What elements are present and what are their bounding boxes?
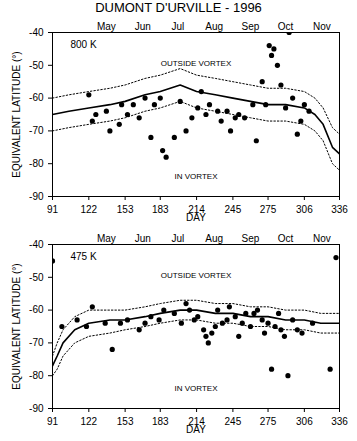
svg-text:-90: -90 [29,403,44,414]
svg-text:OUTSIDE VORTEX: OUTSIDE VORTEX [161,271,232,280]
svg-text:Nov: Nov [313,233,331,244]
svg-text:May: May [97,233,116,244]
svg-text:Nov: Nov [313,21,331,32]
svg-text:-80: -80 [29,158,44,169]
svg-text:DAY: DAY [186,424,206,435]
svg-text:-50: -50 [29,272,44,283]
svg-text:IN VORTEX: IN VORTEX [175,384,219,393]
svg-text:183: 183 [152,416,169,427]
svg-text:Sep: Sep [242,233,260,244]
svg-text:Oct: Oct [278,233,294,244]
svg-text:OUTSIDE VORTEX: OUTSIDE VORTEX [161,59,232,68]
svg-text:IN VORTEX: IN VORTEX [175,172,219,181]
svg-text:-50: -50 [29,60,44,71]
svg-text:245: 245 [225,416,242,427]
svg-text:306: 306 [296,204,313,215]
svg-text:306: 306 [296,416,313,427]
svg-text:245: 245 [225,204,242,215]
svg-text:Jun: Jun [135,233,151,244]
svg-text:-90: -90 [29,191,44,202]
svg-text:-40: -40 [29,239,44,250]
svg-text:336: 336 [331,416,348,427]
svg-text:Aug: Aug [205,233,223,244]
svg-text:DAY: DAY [186,212,206,223]
svg-text:122: 122 [80,204,97,215]
svg-text:91: 91 [47,416,59,427]
svg-text:800 K: 800 K [71,39,97,50]
svg-text:EQUIVALENT LATITUDE (°): EQUIVALENT LATITUDE (°) [11,51,22,177]
svg-text:-70: -70 [29,337,44,348]
svg-text:153: 153 [117,204,134,215]
svg-text:214: 214 [188,415,205,427]
svg-text:275: 275 [260,204,277,215]
svg-text:275: 275 [260,416,277,427]
svg-text:91: 91 [47,204,59,215]
svg-text:Sep: Sep [242,21,260,32]
html-text:DUMONT D'URVILLE - 1996: DUMONT D'URVILLE - 1996 [95,0,262,15]
svg-text:-80: -80 [29,370,44,381]
svg-text:475 K: 475 K [71,251,97,262]
svg-text:153: 153 [117,416,134,427]
svg-text:Jul: Jul [171,233,184,244]
svg-text:Jul: Jul [171,21,184,32]
svg-text:-60: -60 [29,92,44,103]
svg-text:Aug: Aug [205,21,223,32]
svg-text:May: May [97,21,116,32]
svg-text:183: 183 [152,204,169,215]
svg-text:Oct: Oct [278,21,294,32]
svg-text:122: 122 [80,416,97,427]
svg-text:-70: -70 [29,125,44,136]
svg-text:EQUIVALENT LATITUDE (°): EQUIVALENT LATITUDE (°) [11,263,22,389]
svg-text:-60: -60 [29,304,44,315]
svg-text:214: 214 [188,203,205,215]
svg-text:336: 336 [331,204,348,215]
svg-text:Jun: Jun [135,21,151,32]
svg-text:-40: -40 [29,27,44,38]
